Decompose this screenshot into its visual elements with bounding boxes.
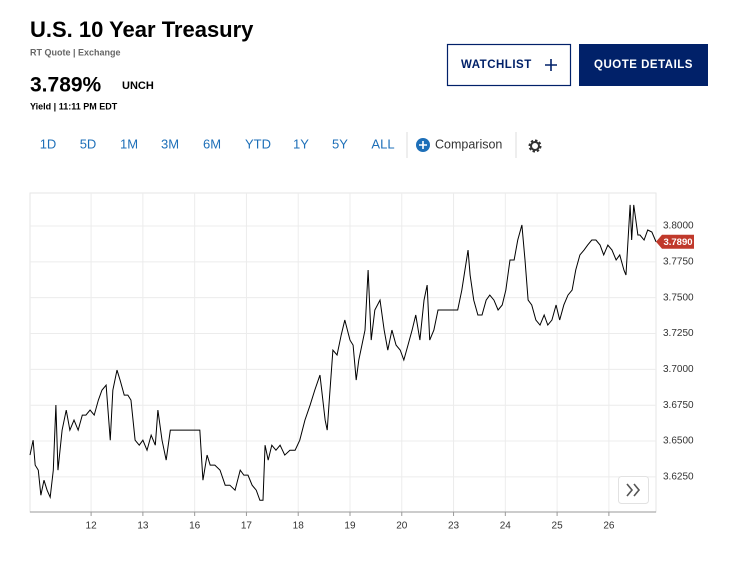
x-tick-label: 26 xyxy=(603,521,615,532)
range-tab[interactable]: 1D xyxy=(40,136,57,151)
page-title: U.S. 10 Year Treasury xyxy=(30,17,254,42)
x-tick-label: 19 xyxy=(344,521,356,532)
x-tick-label: 16 xyxy=(189,521,201,532)
range-tab[interactable]: YTD xyxy=(245,136,271,151)
x-tick-label: 13 xyxy=(137,521,149,532)
scroll-button[interactable] xyxy=(618,476,649,504)
comparison-plus xyxy=(419,141,427,149)
range-tab[interactable]: 5D xyxy=(80,136,97,151)
current-label: 3.7890 xyxy=(663,237,692,248)
range-tab[interactable]: 5Y xyxy=(332,136,348,151)
range-tab[interactable]: 3M xyxy=(161,136,179,151)
x-tick-label: 23 xyxy=(448,521,460,532)
y-tick-label: 3.7500 xyxy=(663,292,694,303)
y-tick-label: 3.6750 xyxy=(663,400,694,411)
current-badge xyxy=(656,234,694,249)
watchlist-label: WATCHLIST xyxy=(461,59,532,71)
y-tick-label: 3.8000 xyxy=(663,221,694,232)
x-tick-label: 25 xyxy=(552,521,564,532)
plus-icon xyxy=(545,59,557,71)
x-tick-label: 17 xyxy=(241,521,253,532)
y-tick-label: 3.7250 xyxy=(663,328,694,339)
y-tick-label: 3.7750 xyxy=(663,256,694,267)
comparison-label[interactable]: Comparison xyxy=(435,137,502,151)
quote-meta: Yield | 11:11 PM EDT xyxy=(30,101,118,111)
scroll-icon xyxy=(626,483,641,497)
x-tick-label: 24 xyxy=(500,521,512,532)
x-tick-label: 20 xyxy=(396,521,408,532)
range-tab[interactable]: 6M xyxy=(203,136,221,151)
x-tick-label: 12 xyxy=(86,521,98,532)
range-tab[interactable]: 1Y xyxy=(293,136,309,151)
y-tick-label: 3.7000 xyxy=(663,364,694,375)
price-line xyxy=(29,204,657,501)
change: UNCH xyxy=(122,80,154,92)
range-tab[interactable]: ALL xyxy=(371,136,394,151)
settings-icon[interactable] xyxy=(528,139,542,153)
quote-source: RT Quote | Exchange xyxy=(30,47,121,57)
y-tick-label: 3.6250 xyxy=(663,472,694,483)
range-tab[interactable]: 1M xyxy=(120,136,138,151)
x-tick-label: 18 xyxy=(293,521,305,532)
quote-details-button[interactable] xyxy=(579,44,708,86)
quote-details-label: QUOTE DETAILS xyxy=(594,59,693,71)
plot-area xyxy=(29,192,657,513)
y-tick-label: 3.6500 xyxy=(663,436,694,447)
price: 3.789% xyxy=(30,74,102,97)
